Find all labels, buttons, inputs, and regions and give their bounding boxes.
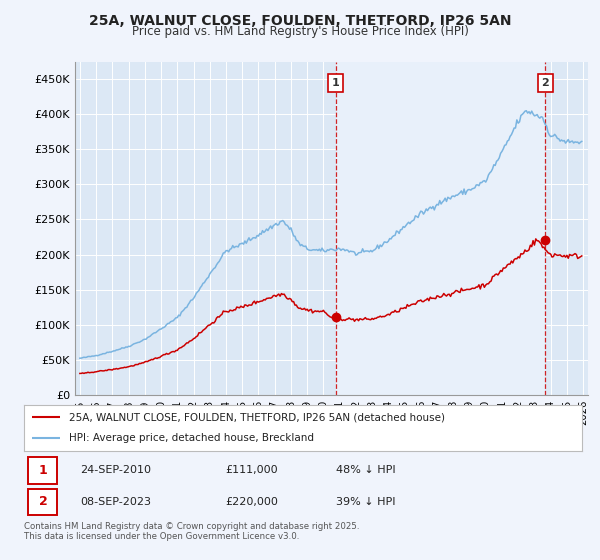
Text: 1: 1	[332, 78, 340, 88]
Text: HPI: Average price, detached house, Breckland: HPI: Average price, detached house, Brec…	[68, 433, 314, 444]
Text: 48% ↓ HPI: 48% ↓ HPI	[337, 465, 396, 475]
Text: 2: 2	[38, 495, 47, 508]
Text: 24-SEP-2010: 24-SEP-2010	[80, 465, 151, 475]
FancyBboxPatch shape	[28, 488, 58, 515]
FancyBboxPatch shape	[28, 457, 58, 483]
Text: £220,000: £220,000	[225, 497, 278, 507]
Text: 39% ↓ HPI: 39% ↓ HPI	[337, 497, 396, 507]
Text: 25A, WALNUT CLOSE, FOULDEN, THETFORD, IP26 5AN: 25A, WALNUT CLOSE, FOULDEN, THETFORD, IP…	[89, 14, 511, 28]
Text: Contains HM Land Registry data © Crown copyright and database right 2025.
This d: Contains HM Land Registry data © Crown c…	[24, 522, 359, 542]
Text: £111,000: £111,000	[225, 465, 278, 475]
Text: Price paid vs. HM Land Registry's House Price Index (HPI): Price paid vs. HM Land Registry's House …	[131, 25, 469, 38]
Text: 2: 2	[541, 78, 549, 88]
Text: 25A, WALNUT CLOSE, FOULDEN, THETFORD, IP26 5AN (detached house): 25A, WALNUT CLOSE, FOULDEN, THETFORD, IP…	[68, 412, 445, 422]
Text: 1: 1	[38, 464, 47, 477]
Bar	[335, 62, 545, 395]
Text: 08-SEP-2023: 08-SEP-2023	[80, 497, 151, 507]
